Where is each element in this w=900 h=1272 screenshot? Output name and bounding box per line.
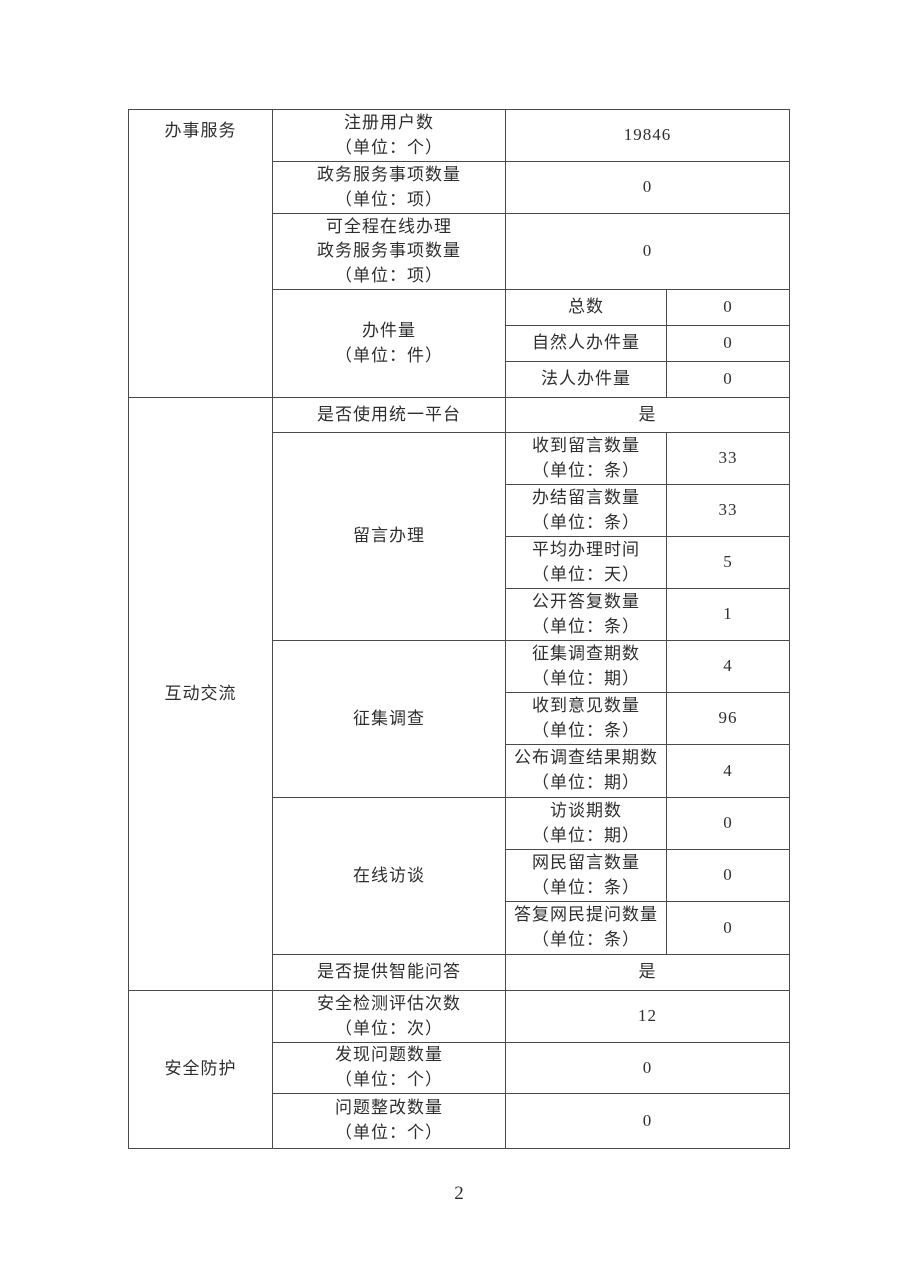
table-row: 是否提供智能问答 是 xyxy=(129,954,790,991)
row-value: 12 xyxy=(505,990,790,1043)
table-row: 在线访谈 访谈期数 （单位：期） 0 xyxy=(129,797,790,955)
table-row: 办结留言数量 （单位：条） 33 xyxy=(129,484,790,537)
subrow-label: 答复网民提问数量 （单位：条） xyxy=(505,901,667,955)
table-row: 发现问题数量 （单位：个） 0 xyxy=(129,1042,790,1094)
row-label: 是否使用统一平台 xyxy=(272,397,506,433)
row-label: 问题整改数量 （单位：个） xyxy=(272,1093,506,1149)
table-row: 安全防护 安全检测评估次数 （单位：次） 12 xyxy=(128,990,790,1149)
table-row: 留言办理 收到留言数量 （单位：条） 33 xyxy=(129,432,790,641)
row-value: 0 xyxy=(505,1042,790,1094)
table-row: 办事服务 注册用户数 （单位：个） 19846 xyxy=(128,109,790,398)
table-row: 政务服务事项数量 （单位：项） 0 xyxy=(129,161,790,214)
section-group-label: 办事服务 xyxy=(128,109,273,398)
table-row: 征集调查 征集调查期数 （单位：期） 4 xyxy=(129,640,790,798)
row-value: 0 xyxy=(505,213,790,290)
table-row: 答复网民提问数量 （单位：条） 0 xyxy=(129,901,790,955)
subrow-label: 法人办件量 xyxy=(505,361,667,398)
row-value: 是 xyxy=(505,954,790,991)
subrow-label: 公布调查结果期数 （单位：期） xyxy=(505,744,667,798)
row-label: 安全检测评估次数 （单位：次） xyxy=(272,990,506,1043)
subrow-label: 办结留言数量 （单位：条） xyxy=(505,484,667,537)
subrow-label: 征集调查期数 （单位：期） xyxy=(505,640,667,693)
subrow-value: 4 xyxy=(666,744,790,798)
table-row: 平均办理时间 （单位：天） 5 xyxy=(129,536,790,589)
row-value: 是 xyxy=(505,397,790,433)
table-row: 问题整改数量 （单位：个） 0 xyxy=(129,1093,790,1149)
subrow-value: 0 xyxy=(666,325,790,362)
row-value: 0 xyxy=(505,161,790,214)
row-label: 注册用户数 （单位：个） xyxy=(272,109,506,162)
row-value: 0 xyxy=(505,1093,790,1149)
row-label: 征集调查 xyxy=(272,640,506,798)
gov-website-report-table: 办事服务 注册用户数 （单位：个） 19846 政务服务事项数量 （单位：项） … xyxy=(128,109,790,1149)
section-group-label: 互动交流 xyxy=(128,397,273,991)
table-row: 互动交流 是否使用统一平台 是 xyxy=(128,397,790,991)
subrow-label: 收到留言数量 （单位：条） xyxy=(505,432,667,485)
row-label: 可全程在线办理 政务服务事项数量 （单位：项） xyxy=(272,213,506,290)
subrow-value: 0 xyxy=(666,289,790,326)
report-table-container: 办事服务 注册用户数 （单位：个） 19846 政务服务事项数量 （单位：项） … xyxy=(128,109,790,1149)
subrow-value: 0 xyxy=(666,901,790,955)
subrow-label: 自然人办件量 xyxy=(505,325,667,362)
row-label: 在线访谈 xyxy=(272,797,506,955)
subrow-value: 4 xyxy=(666,640,790,693)
subrow-value: 33 xyxy=(666,432,790,485)
section-group-label: 安全防护 xyxy=(128,990,273,1149)
row-value: 19846 xyxy=(505,109,790,162)
subrow-label: 公开答复数量 （单位：条） xyxy=(505,588,667,641)
subrow-value: 5 xyxy=(666,536,790,589)
table-row: 可全程在线办理 政务服务事项数量 （单位：项） 0 xyxy=(129,213,790,290)
table-row: 收到意见数量 （单位：条） 96 xyxy=(129,692,790,745)
row-label: 是否提供智能问答 xyxy=(272,954,506,991)
subrow-value: 0 xyxy=(666,797,790,850)
table-row: 法人办件量 0 xyxy=(129,361,790,398)
subrow-label: 收到意见数量 （单位：条） xyxy=(505,692,667,745)
subrow-label: 访谈期数 （单位：期） xyxy=(505,797,667,850)
subrow-value: 1 xyxy=(666,588,790,641)
table-row: 公布调查结果期数 （单位：期） 4 xyxy=(129,744,790,798)
subrow-value: 0 xyxy=(666,361,790,398)
row-label: 办件量 （单位：件） xyxy=(272,289,506,398)
page-number: 2 xyxy=(454,1183,464,1204)
row-label: 留言办理 xyxy=(272,432,506,641)
row-label: 发现问题数量 （单位：个） xyxy=(272,1042,506,1094)
row-label: 政务服务事项数量 （单位：项） xyxy=(272,161,506,214)
subrow-value: 33 xyxy=(666,484,790,537)
table-row: 自然人办件量 0 xyxy=(129,325,790,362)
subrow-label: 平均办理时间 （单位：天） xyxy=(505,536,667,589)
subrow-value: 0 xyxy=(666,849,790,902)
subrow-label: 总数 xyxy=(505,289,667,326)
table-row: 公开答复数量 （单位：条） 1 xyxy=(129,588,790,641)
table-row: 办件量 （单位：件） 总数 0 xyxy=(129,289,790,398)
subrow-value: 96 xyxy=(666,692,790,745)
subrow-label: 网民留言数量 （单位：条） xyxy=(505,849,667,902)
